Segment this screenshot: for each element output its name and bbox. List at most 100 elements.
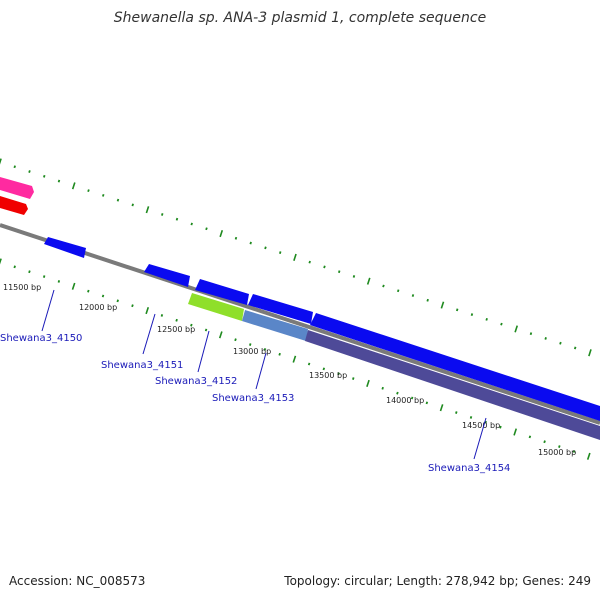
minor-tick xyxy=(278,352,281,356)
minor-tick xyxy=(102,193,105,197)
gene-blue-b[interactable] xyxy=(144,264,190,287)
minor-tick xyxy=(352,377,355,380)
inner-tick-row xyxy=(0,258,591,460)
minor-tick xyxy=(308,260,311,264)
minor-tick xyxy=(426,298,429,302)
major-tick xyxy=(440,301,445,309)
minor-tick xyxy=(470,313,474,317)
minor-tick xyxy=(175,318,178,322)
minor-tick xyxy=(499,425,502,429)
minor-tick xyxy=(131,304,134,308)
minor-tick xyxy=(543,440,546,444)
ruler-label: 12500 bp xyxy=(157,325,195,334)
gene-blue-e[interactable] xyxy=(310,313,600,421)
minor-tick xyxy=(13,165,16,169)
gene-pink[interactable] xyxy=(0,177,34,199)
major-tick xyxy=(586,452,591,460)
minor-tick xyxy=(116,198,120,202)
minor-tick xyxy=(322,367,326,371)
minor-tick xyxy=(307,362,311,366)
major-tick xyxy=(439,404,444,412)
gene-green[interactable] xyxy=(188,293,244,321)
minor-tick xyxy=(559,341,562,345)
gene-blue-d[interactable] xyxy=(248,294,313,324)
minor-tick xyxy=(175,217,179,221)
minor-tick xyxy=(528,435,532,439)
minor-tick xyxy=(131,203,134,207)
gene-label[interactable]: Shewana3_4154 xyxy=(428,463,510,474)
gene-label[interactable]: Shewana3_4152 xyxy=(155,376,237,387)
minor-tick xyxy=(485,317,488,321)
minor-tick xyxy=(248,343,252,346)
minor-tick xyxy=(352,275,356,278)
minor-tick xyxy=(57,280,61,283)
minor-tick xyxy=(425,401,429,405)
ruler-label: 15000 bp xyxy=(538,448,576,457)
major-tick xyxy=(0,258,2,265)
minor-tick xyxy=(500,322,503,326)
major-tick xyxy=(293,253,297,261)
minor-tick xyxy=(28,170,31,173)
major-tick xyxy=(292,355,297,363)
minor-tick xyxy=(382,284,385,288)
topology-summary: Topology: circular; Length: 278,942 bp; … xyxy=(284,574,591,588)
sequence-backbone xyxy=(0,223,600,425)
outer-tick-row xyxy=(0,158,592,357)
minor-tick xyxy=(204,328,208,332)
minor-tick xyxy=(529,332,533,336)
major-tick xyxy=(588,349,592,357)
minor-tick xyxy=(264,246,267,250)
minor-tick xyxy=(161,213,164,216)
minor-tick xyxy=(43,174,46,178)
gene-steel[interactable] xyxy=(242,310,308,341)
minor-tick xyxy=(249,241,252,245)
minor-tick xyxy=(13,265,16,269)
major-tick xyxy=(219,229,224,238)
minor-tick xyxy=(558,445,561,449)
gene-leader-line xyxy=(142,313,156,355)
gene-leader-line xyxy=(197,330,210,373)
minor-tick xyxy=(28,270,31,274)
gene-blue-c[interactable] xyxy=(195,279,249,305)
minor-tick xyxy=(381,386,384,390)
minor-tick xyxy=(87,189,90,193)
gene-leader-line xyxy=(41,289,55,332)
major-tick xyxy=(366,277,371,285)
map-title: Shewanella sp. ANA-3 plasmid 1, complete… xyxy=(113,10,487,26)
gene-purple[interactable] xyxy=(305,330,600,440)
minor-tick xyxy=(484,420,487,424)
ruler-label: 14000 bp xyxy=(386,396,424,405)
minor-tick xyxy=(396,289,400,293)
gene-blue-a[interactable] xyxy=(44,237,86,258)
minor-tick xyxy=(572,450,576,453)
accession-text: Accession: NC_008573 xyxy=(9,574,146,588)
minor-tick xyxy=(116,299,119,303)
minor-tick xyxy=(87,289,90,293)
gene-leader-line xyxy=(255,352,267,390)
major-tick xyxy=(218,331,223,339)
gene-label[interactable]: Shewana3_4150 xyxy=(0,333,82,344)
minor-tick xyxy=(190,222,193,226)
minor-tick xyxy=(469,416,473,419)
minor-tick xyxy=(544,337,547,340)
major-tick xyxy=(514,325,519,333)
minor-tick xyxy=(160,314,164,317)
minor-tick xyxy=(337,372,340,376)
major-tick xyxy=(71,282,76,290)
ruler-label: 14500 bp xyxy=(462,421,500,430)
gene-red[interactable] xyxy=(0,196,28,215)
minor-tick xyxy=(323,265,326,269)
minor-tick xyxy=(455,411,458,414)
minor-tick xyxy=(205,227,208,231)
ruler-label: 12000 bp xyxy=(79,303,117,312)
major-tick xyxy=(0,158,2,165)
minor-tick xyxy=(573,346,577,350)
ruler-label: 11500 bp xyxy=(3,283,41,292)
minor-tick xyxy=(234,338,237,342)
ruler-label: 13500 bp xyxy=(309,371,347,380)
gene-label[interactable]: Shewana3_4151 xyxy=(101,360,183,371)
minor-tick xyxy=(101,294,105,298)
minor-tick xyxy=(337,270,341,274)
gene-label[interactable]: Shewana3_4153 xyxy=(212,393,294,404)
